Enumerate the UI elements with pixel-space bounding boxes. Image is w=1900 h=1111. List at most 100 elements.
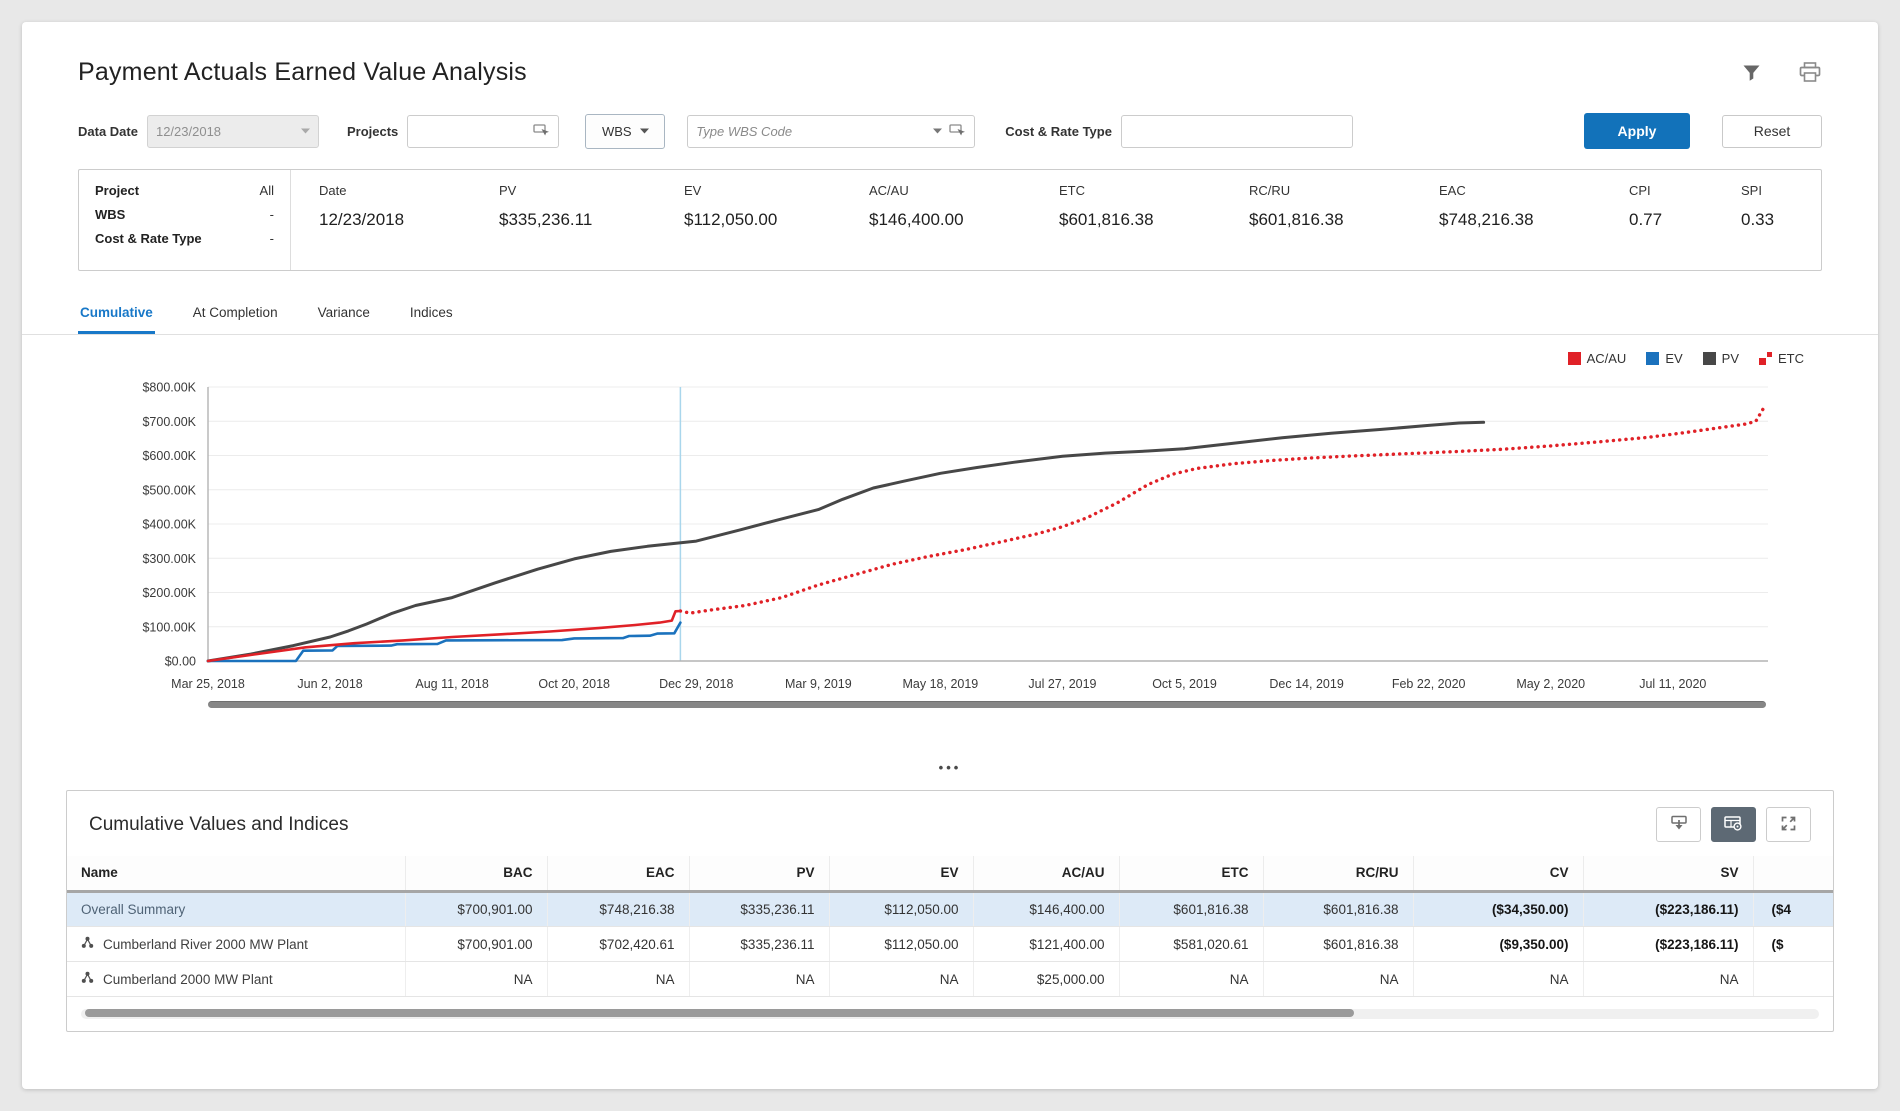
- legend-item-ac-au[interactable]: AC/AU: [1567, 351, 1626, 366]
- expand-icon-button[interactable]: [1766, 807, 1811, 842]
- column-header-etc[interactable]: ETC: [1118, 856, 1263, 893]
- wbs-dropdown-button[interactable]: WBS: [585, 113, 666, 149]
- row-value-cell: $601,816.38: [1262, 891, 1413, 927]
- summary-metric-date: Date 12/23/2018: [319, 183, 405, 229]
- panel-resize-handle[interactable]: •••: [22, 760, 1878, 790]
- cumulative-values-panel: Cumulative Values and Indices Name BAC EAC…: [66, 790, 1834, 1032]
- row-value-cell: $335,236.11: [688, 891, 829, 927]
- download-icon: [1669, 814, 1689, 835]
- chart-horizontal-scrollbar[interactable]: [208, 701, 1766, 708]
- series-pv: [206, 420, 1486, 663]
- table-options-icon-button[interactable]: [1711, 807, 1756, 842]
- download-icon-button[interactable]: [1656, 807, 1701, 842]
- chart-legend: AC/AU EV PV ETC: [78, 349, 1822, 367]
- tab-indices[interactable]: Indices: [409, 305, 453, 320]
- row-value-cell: $748,216.38: [546, 891, 689, 927]
- expand-icon: [1779, 814, 1798, 836]
- column-header-cv[interactable]: CV: [1412, 856, 1583, 893]
- column-header-ac-au[interactable]: AC/AU: [972, 856, 1119, 893]
- wbs-code-input[interactable]: [687, 114, 976, 148]
- chart-section: AC/AU EV PV ETC $0.00 $100.00K $200.00K $300.0…: [22, 349, 1878, 708]
- summary-metric-eac: EAC $748,216.38: [1439, 183, 1534, 229]
- summary-metric-etc: ETC $601,816.38: [1059, 183, 1154, 229]
- x-tick-label: Dec 29, 2018: [659, 677, 733, 691]
- row-value-cell: NA: [546, 961, 689, 997]
- wbs-code-field[interactable]: [696, 123, 927, 139]
- cost-rate-type-field[interactable]: [1129, 123, 1344, 139]
- resize-dots: •••: [938, 760, 962, 775]
- legend-swatch: [1702, 351, 1716, 365]
- cost-rate-type-input[interactable]: [1120, 114, 1353, 148]
- row-value-cell: [1752, 961, 1833, 997]
- table-horizontal-scrollbar[interactable]: [85, 1009, 1354, 1017]
- table-scrollbar-track[interactable]: [81, 1009, 1819, 1019]
- table-row[interactable]: Overall Summary $700,901.00 $748,216.38 $33…: [67, 891, 1833, 927]
- legend-item-etc[interactable]: ETC: [1759, 351, 1804, 366]
- legend-item-ev[interactable]: EV: [1646, 351, 1683, 366]
- row-value-cell: $601,816.38: [1262, 926, 1413, 962]
- y-tick-label: $600.00K: [142, 449, 196, 463]
- table-options-icon: [1723, 815, 1744, 835]
- summary-metric-spi: SPI 0.33: [1741, 183, 1775, 229]
- legend-swatch: [1646, 351, 1660, 365]
- row-value-cell: ($223,186.11): [1582, 891, 1753, 927]
- column-header-name[interactable]: Name: [67, 856, 405, 893]
- summary-metrics: Date 12/23/2018 PV $335,236.11 EV $112,050.00…: [291, 170, 1821, 270]
- projects-field[interactable]: [416, 123, 534, 139]
- y-tick-label: $400.00K: [142, 518, 196, 532]
- y-tick-label: $300.00K: [142, 552, 196, 566]
- picker-icon[interactable]: [533, 123, 550, 140]
- view-tabs: Cumulative At Completion Variance Indices: [22, 301, 1878, 335]
- picker-icon[interactable]: [949, 123, 966, 140]
- print-icon[interactable]: [1798, 62, 1822, 83]
- row-value-cell: $25,000.00: [972, 961, 1119, 997]
- tab-at-completion[interactable]: At Completion: [192, 305, 278, 320]
- row-value-cell: NA: [1412, 961, 1583, 997]
- apply-button[interactable]: Apply: [1584, 113, 1690, 149]
- row-name-cell: Cumberland 2000 MW Plant: [67, 961, 405, 997]
- project-node-icon: [81, 971, 94, 987]
- legend-item-pv[interactable]: PV: [1702, 351, 1739, 366]
- row-value-cell: NA: [1262, 961, 1413, 997]
- header-actions: [1741, 58, 1822, 83]
- filter-icon[interactable]: [1741, 63, 1762, 83]
- tab-cumulative[interactable]: Cumulative: [78, 301, 155, 334]
- x-tick-label: Jul 27, 2019: [1028, 677, 1096, 691]
- column-header-eac[interactable]: EAC: [546, 856, 689, 893]
- column-header-rc-ru[interactable]: RC/RU: [1262, 856, 1413, 893]
- projects-input[interactable]: [407, 114, 560, 148]
- x-tick-label: Jun 2, 2018: [297, 677, 362, 691]
- row-value-cell: ($223,186.11): [1582, 926, 1753, 962]
- row-value-cell: NA: [1118, 961, 1263, 997]
- data-date-label: Data Date: [78, 123, 138, 139]
- projects-label: Projects: [346, 123, 399, 139]
- filter-bar: Data Date 12/23/2018 Projects WBS: [22, 113, 1878, 149]
- y-tick-label: $200.00K: [142, 586, 196, 600]
- column-header-sv[interactable]: SV: [1582, 856, 1753, 893]
- row-value-cell: $146,400.00: [972, 891, 1119, 927]
- reset-button[interactable]: Reset: [1722, 114, 1822, 148]
- table-row[interactable]: Cumberland 2000 MW Plant NA NA NA NA $25,000.…: [67, 961, 1833, 997]
- column-header-bac[interactable]: BAC: [404, 856, 547, 893]
- row-value-cell: $335,236.11: [688, 926, 829, 962]
- x-tick-label: Jul 11, 2020: [1639, 677, 1706, 691]
- summary-scope-wbs: WBS -: [95, 207, 274, 222]
- table-row[interactable]: Cumberland River 2000 MW Plant $700,901.0…: [67, 926, 1833, 962]
- data-date-value: 12/23/2018: [155, 123, 222, 139]
- x-tick-label: Feb 22, 2020: [1392, 677, 1466, 691]
- cost-rate-type-label: Cost & Rate Type: [1005, 123, 1112, 139]
- evm-line-chart: $0.00 $100.00K $200.00K $300.00K $400.00K $50…: [142, 381, 1768, 691]
- y-tick-label: $500.00K: [142, 483, 196, 497]
- wbs-dropdown-label: WBS: [601, 123, 632, 139]
- column-header-clipped: [1752, 856, 1833, 893]
- tab-variance[interactable]: Variance: [317, 305, 370, 320]
- row-value-cell: NA: [828, 961, 973, 997]
- row-value-cell: NA: [1582, 961, 1753, 997]
- column-header-ev[interactable]: EV: [828, 856, 973, 893]
- row-value-cell: ($34,350.00): [1412, 891, 1583, 927]
- summary-metric-cpi: CPI 0.77: [1629, 183, 1663, 229]
- column-header-pv[interactable]: PV: [688, 856, 829, 893]
- x-tick-label: May 18, 2019: [903, 677, 979, 691]
- row-name-cell: Overall Summary: [67, 891, 405, 927]
- data-date-select[interactable]: 12/23/2018: [146, 114, 319, 148]
